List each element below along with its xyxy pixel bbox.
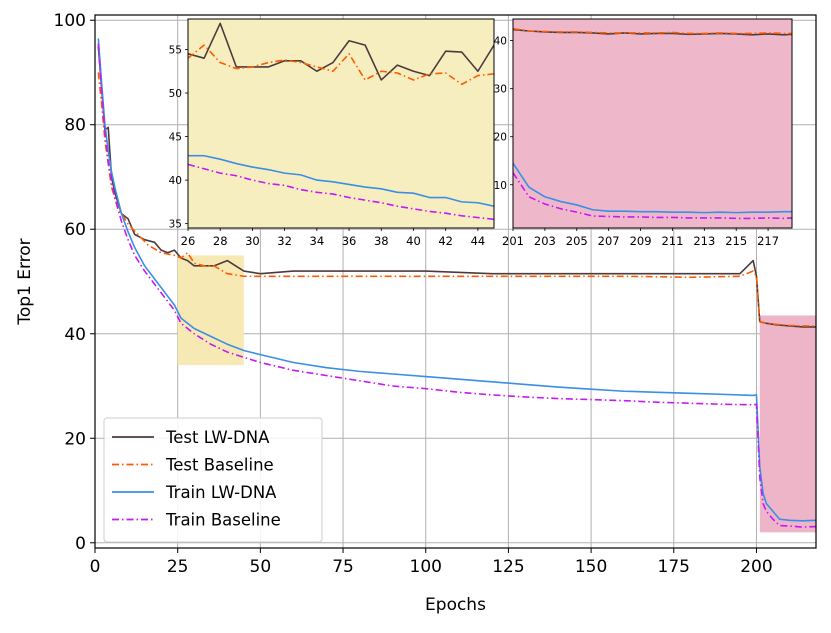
inset-2-y-tick-label: 40 — [494, 36, 507, 48]
inset-2-x-tick-label: 211 — [661, 234, 683, 248]
legend-label-test_lwdna: Test LW-DNA — [165, 428, 270, 447]
inset-2-y-tick-label: 10 — [494, 180, 507, 192]
legend-label-test_base: Test Baseline — [165, 456, 274, 475]
inset-2-line-train_base — [513, 172, 792, 220]
inset-1-x-tick-label: 38 — [374, 234, 389, 248]
inset-2-y-tick-label: 20 — [494, 132, 507, 144]
inset-1: 26 28 30 32 34 36 38 40 42 44 35 40 45 50 55 — [169, 18, 495, 248]
inset-2-x-tick-label: 205 — [566, 234, 588, 248]
legend: Test LW-DNA Test Baseline Train LW-DNA Trai… — [103, 417, 323, 543]
x-tick-label: 50 — [250, 557, 272, 577]
axes-frame — [94, 14, 817, 549]
y-tick-label: 60 — [64, 220, 86, 240]
inset-1-x-tick-label: 44 — [471, 234, 486, 248]
inset-1-y-tick-label: 45 — [169, 132, 182, 144]
inset-2-x-tick-label: 203 — [534, 234, 556, 248]
inset-2-frame — [512, 18, 793, 229]
inset-2-x-tick-label: 209 — [630, 234, 652, 248]
inset-2-background — [513, 19, 792, 228]
inset-2-x-tick-label: 207 — [598, 234, 620, 248]
series-line-train_lwdna — [97, 38, 817, 522]
inset-1-line-test_lwdna — [188, 22, 494, 81]
x-tick-label: 150 — [575, 557, 607, 577]
inset-1-y-tick-label: 35 — [169, 219, 182, 231]
x-tick-label: 25 — [167, 557, 189, 577]
y-axis-label: Top1 Error — [15, 238, 35, 325]
x-tick-label: 75 — [332, 557, 354, 577]
legend-box — [103, 417, 323, 543]
inset-1-x-tick-label: 40 — [406, 234, 421, 248]
y-tick-label: 40 — [64, 325, 86, 345]
x-tick-label: 100 — [410, 557, 442, 577]
zoom-region-1 — [177, 255, 244, 366]
inset-1-x-tick-label: 42 — [438, 234, 453, 248]
inset-1-y-tick-label: 40 — [169, 175, 182, 187]
inset-1-y-tick-label: 55 — [169, 44, 182, 56]
inset-2: 201 203 205 207 209 211 213 215 217 10 20 30 40 — [494, 18, 793, 248]
x-tick-label: 175 — [658, 557, 690, 577]
inset-1-frame — [187, 18, 495, 229]
x-tick-label: 0 — [90, 557, 101, 577]
inset-1-y-tick-label: 50 — [169, 88, 182, 100]
inset-1-x-tick-label: 34 — [310, 234, 325, 248]
y-tick-label: 0 — [75, 534, 86, 554]
y-tick-label: 20 — [64, 429, 86, 449]
inset-2-line-test_base — [513, 27, 792, 35]
legend-label-train_lwdna: Train LW-DNA — [165, 483, 277, 502]
legend-label-train_base: Train Baseline — [165, 511, 281, 530]
inset-2-x-tick-label: 217 — [757, 234, 779, 248]
inset-1-x-tick-label: 28 — [213, 234, 228, 248]
inset-1-x-tick-label: 26 — [181, 234, 196, 248]
inset-1-line-train_base — [188, 163, 494, 221]
inset-2-x-tick-label: 213 — [693, 234, 715, 248]
inset-1-x-tick-label: 32 — [277, 234, 292, 248]
x-tick-label: 200 — [740, 557, 772, 577]
inset-2-y-tick-label: 30 — [494, 84, 507, 96]
inset-1-line-test_base — [188, 44, 494, 86]
inset-1-x-tick-label: 30 — [245, 234, 260, 248]
zoom-region-2 — [759, 315, 816, 533]
inset-1-line-train_lwdna — [188, 154, 494, 208]
inset-2-x-tick-label: 215 — [725, 234, 747, 248]
x-axis-label: Epochs — [425, 595, 486, 615]
inset-2-x-tick-label: 201 — [502, 234, 524, 248]
inset-2-line-train_lwdna — [513, 162, 792, 214]
y-tick-label: 80 — [64, 116, 86, 136]
x-tick-label: 125 — [492, 557, 524, 577]
series-line-train_base — [97, 43, 817, 528]
y-tick-label: 100 — [54, 11, 86, 31]
inset-1-x-tick-label: 36 — [342, 234, 357, 248]
series-line-test_base — [97, 72, 816, 327]
